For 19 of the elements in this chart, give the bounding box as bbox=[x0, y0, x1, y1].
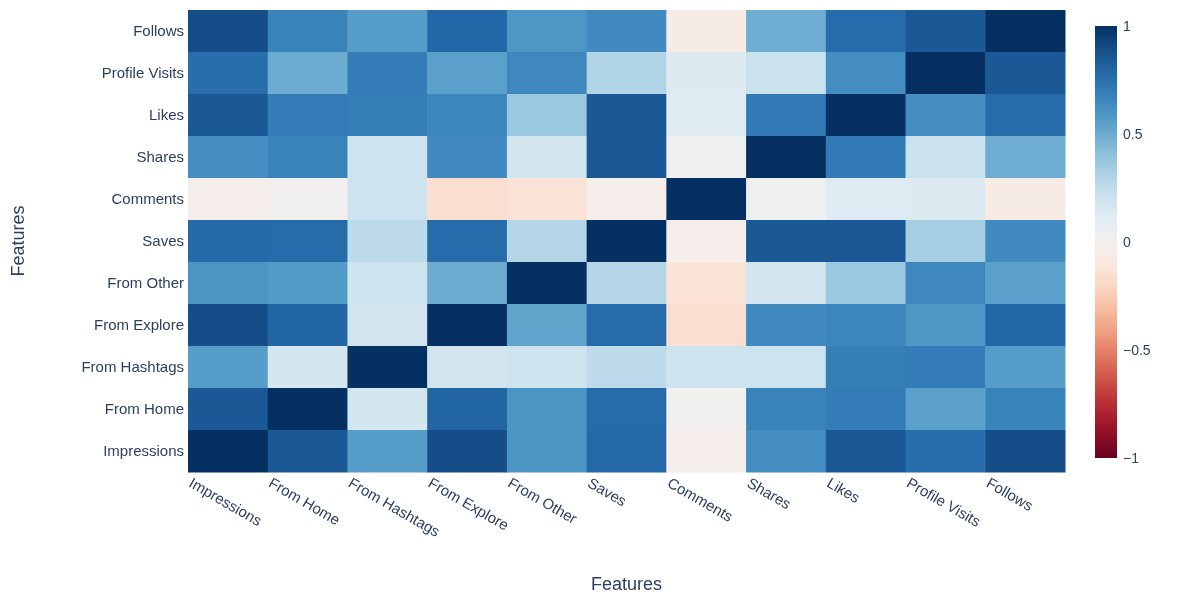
y-tick-label: From Explore bbox=[93, 315, 184, 333]
y-tick-label: From Other bbox=[107, 273, 184, 291]
color-bar-label: −1 bbox=[1123, 449, 1140, 466]
x-axis-title: Features bbox=[590, 574, 663, 594]
y-tick-label: From Hashtags bbox=[81, 357, 184, 375]
y-tick-label: Shares bbox=[136, 147, 184, 165]
y-tick-label: Profile Visits bbox=[101, 63, 184, 81]
color-bar-label: 0.5 bbox=[1123, 125, 1143, 142]
x-tick-label: Likes bbox=[824, 473, 864, 507]
y-tick-label: Follows bbox=[133, 21, 184, 39]
y-tick-label: Comments bbox=[111, 189, 184, 207]
y-tick-label: Impressions bbox=[103, 441, 184, 459]
y-tick-label: Saves bbox=[142, 231, 184, 249]
y-tick-label: From Home bbox=[104, 399, 184, 417]
color-bar-label: 0 bbox=[1123, 233, 1131, 250]
color-bar-label: 1 bbox=[1123, 17, 1131, 34]
y-tick-label: Likes bbox=[148, 105, 184, 123]
y-axis-title: Features bbox=[8, 205, 28, 277]
color-bar-label: −0.5 bbox=[1123, 341, 1151, 358]
